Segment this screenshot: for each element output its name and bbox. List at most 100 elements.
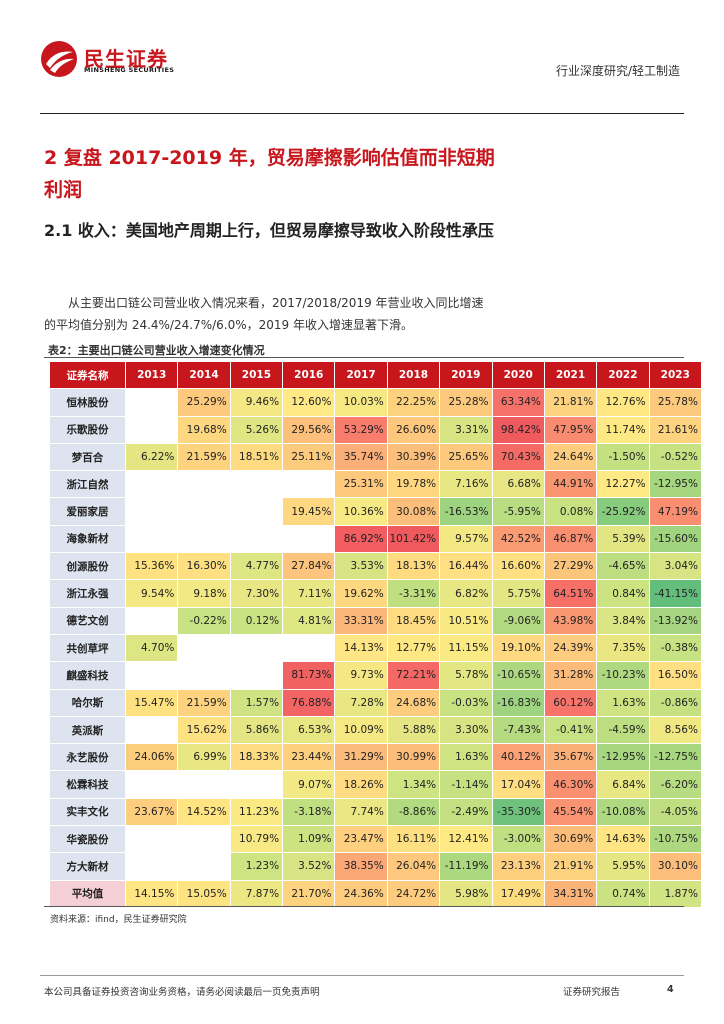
growth-value-cell: 18.33%: [229, 743, 284, 772]
growth-value-cell: 18.45%: [386, 606, 441, 635]
growth-value-cell: 34.31%: [543, 879, 598, 908]
growth-value-cell: 7.11%: [282, 579, 336, 608]
growth-value-cell: 44.91%: [543, 470, 598, 499]
growth-value-cell: 15.47%: [124, 688, 179, 717]
growth-value-cell: -12.75%: [648, 743, 702, 772]
footer-label: 证券研究报告: [563, 987, 621, 998]
growth-value-cell: 25.28%: [439, 388, 493, 417]
growth-value-cell: 4.77%: [229, 552, 284, 581]
column-header-year: 2022: [596, 360, 650, 390]
growth-value-cell: [177, 470, 231, 499]
table-row: 浙江自然 25.31% 19.78% 7.16% 6.68% 44.91% 12.27% -1…: [49, 470, 702, 499]
growth-value-cell: -1.50%: [596, 442, 650, 472]
growth-value-cell: -0.86%: [648, 688, 702, 717]
company-name-cell: 浙江永强: [49, 579, 126, 608]
header-divider: [40, 113, 684, 114]
table-row: 浙江永强 9.54% 9.18% 7.30% 7.11% 19.62% -3.31% 6.82…: [49, 579, 702, 608]
growth-value-cell: 23.44%: [282, 743, 336, 772]
logo-chinese-name: 民生证券: [84, 47, 168, 71]
growth-value-cell: 25.11%: [282, 442, 336, 472]
growth-value-cell: 26.04%: [386, 852, 441, 881]
growth-value-cell: 5.95%: [596, 852, 650, 881]
growth-value-cell: [177, 661, 231, 690]
growth-value-cell: -0.38%: [648, 633, 702, 663]
growth-value-cell: 22.25%: [386, 388, 441, 417]
growth-value-cell: [124, 606, 179, 635]
growth-value-cell: 5.98%: [439, 879, 493, 908]
growth-value-cell: 30.08%: [386, 497, 441, 526]
column-header-name: 证券名称: [49, 360, 126, 390]
growth-value-cell: 9.57%: [439, 524, 493, 554]
table-row: 梦百合 6.22% 21.59% 18.51% 25.11% 35.74% 30.39% 25…: [49, 442, 702, 472]
growth-value-cell: 6.84%: [596, 770, 650, 799]
company-name-cell: 乐歌股份: [49, 415, 126, 444]
growth-value-cell: 24.72%: [386, 879, 441, 908]
growth-value-cell: 33.31%: [334, 606, 388, 635]
growth-value-cell: 16.30%: [177, 552, 231, 581]
growth-value-cell: 30.10%: [648, 852, 702, 881]
growth-value-cell: 26.60%: [386, 415, 441, 444]
growth-value-cell: [177, 633, 231, 663]
growth-value-cell: 63.34%: [491, 388, 545, 417]
growth-value-cell: 3.31%: [439, 415, 493, 444]
growth-value-cell: 47.19%: [648, 497, 702, 526]
company-name-cell: 平均值: [49, 879, 126, 908]
growth-value-cell: 16.44%: [439, 552, 493, 581]
growth-value-cell: 70.43%: [491, 442, 545, 472]
growth-value-cell: [282, 470, 336, 499]
growth-value-cell: 6.22%: [124, 442, 179, 472]
growth-value-cell: 23.47%: [334, 825, 388, 854]
growth-value-cell: 15.62%: [177, 715, 231, 745]
growth-value-cell: [124, 661, 179, 690]
table-row: 华瓷股份 10.79% 1.09% 23.47% 16.11% 12.41% -3.00% 3…: [49, 825, 702, 854]
column-header-year: 2023: [648, 360, 702, 390]
growth-value-cell: -4.59%: [596, 715, 650, 745]
growth-value-cell: 4.70%: [124, 633, 179, 663]
growth-value-cell: 1.23%: [229, 852, 284, 881]
growth-value-cell: 4.81%: [282, 606, 336, 635]
growth-value-cell: 10.03%: [334, 388, 388, 417]
growth-value-cell: [124, 497, 179, 526]
growth-value-cell: [229, 470, 284, 499]
growth-value-cell: 17.49%: [491, 879, 545, 908]
growth-value-cell: [177, 825, 231, 854]
growth-value-cell: 3.52%: [282, 852, 336, 881]
growth-value-cell: 6.82%: [439, 579, 493, 608]
growth-value-cell: 72.21%: [386, 661, 441, 690]
growth-value-cell: 5.39%: [596, 524, 650, 554]
growth-value-cell: 21.91%: [543, 852, 598, 881]
growth-value-cell: -3.31%: [386, 579, 441, 608]
growth-value-cell: 24.64%: [543, 442, 598, 472]
growth-value-cell: 11.23%: [229, 797, 284, 827]
column-header-year: 2016: [282, 360, 336, 390]
growth-value-cell: -10.23%: [596, 661, 650, 690]
growth-value-cell: 12.41%: [439, 825, 493, 854]
growth-value-cell: 1.63%: [596, 688, 650, 717]
company-name-cell: 华瓷股份: [49, 825, 126, 854]
growth-value-cell: 40.12%: [491, 743, 545, 772]
growth-value-cell: -0.22%: [177, 606, 231, 635]
growth-value-cell: 8.56%: [648, 715, 702, 745]
growth-value-cell: 38.35%: [334, 852, 388, 881]
growth-value-cell: 7.16%: [439, 470, 493, 499]
growth-value-cell: -10.65%: [491, 661, 545, 690]
growth-value-cell: 14.63%: [596, 825, 650, 854]
table-title: 表2：主要出口链公司营业收入增速变化情况: [48, 344, 265, 357]
page-number: 4: [667, 984, 674, 995]
growth-value-cell: 25.65%: [439, 442, 493, 472]
growth-value-cell: 45.54%: [543, 797, 598, 827]
table-row: 创源股份 15.36% 16.30% 4.77% 27.84% 3.53% 18.13% 16…: [49, 552, 702, 581]
growth-value-cell: 19.10%: [491, 633, 545, 663]
growth-value-cell: 29.56%: [282, 415, 336, 444]
company-name-cell: 创源股份: [49, 552, 126, 581]
growth-value-cell: [229, 497, 284, 526]
growth-value-cell: 31.28%: [543, 661, 598, 690]
table-row: 永艺股份 24.06% 6.99% 18.33% 23.44% 31.29% 30.99% 1…: [49, 743, 702, 772]
growth-value-cell: 14.15%: [124, 879, 179, 908]
growth-value-cell: 3.04%: [648, 552, 702, 581]
growth-value-cell: 11.15%: [439, 633, 493, 663]
growth-value-cell: 9.07%: [282, 770, 336, 799]
growth-value-cell: 98.42%: [491, 415, 545, 444]
company-name-cell: 梦百合: [49, 442, 126, 472]
company-name-cell: 实丰文化: [49, 797, 126, 827]
